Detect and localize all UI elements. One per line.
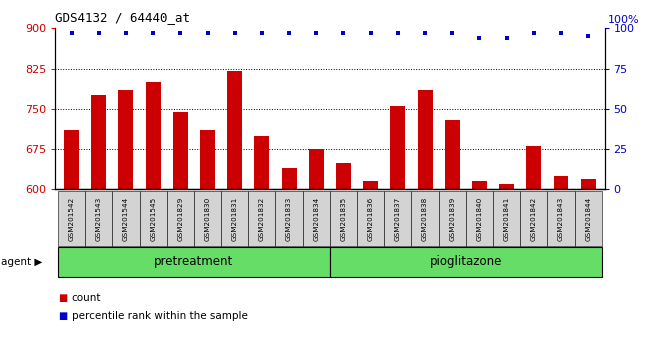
Text: ■: ■ [58,293,68,303]
Bar [118,90,133,189]
Text: GSM201834: GSM201834 [313,196,319,241]
Bar [58,247,330,277]
Bar [309,149,324,189]
Text: percentile rank within the sample: percentile rank within the sample [72,311,248,321]
Text: 100%: 100% [608,15,640,25]
Bar [58,191,85,246]
Text: GSM201838: GSM201838 [422,196,428,241]
Text: GSM201836: GSM201836 [368,196,374,241]
Bar [336,162,351,189]
Text: GSM201843: GSM201843 [558,196,564,241]
Bar [303,191,330,246]
Bar [363,181,378,189]
Bar [248,191,276,246]
Bar [554,176,569,189]
Text: GSM201833: GSM201833 [286,196,292,241]
Bar [330,191,357,246]
Text: pretreatment: pretreatment [154,255,233,268]
Text: GSM201545: GSM201545 [150,196,156,241]
Text: agent ▶: agent ▶ [1,257,43,267]
Text: GSM201832: GSM201832 [259,196,265,241]
Bar [173,112,188,189]
Text: GSM201842: GSM201842 [531,196,537,241]
Bar [391,106,406,189]
Bar [200,130,215,189]
Bar [276,191,303,246]
Bar [146,82,161,189]
Bar [85,191,112,246]
Bar [411,191,439,246]
Text: count: count [72,293,101,303]
Bar [575,191,602,246]
Text: ■: ■ [58,311,68,321]
Text: GSM201543: GSM201543 [96,196,102,241]
Bar [91,96,106,189]
Bar [384,191,411,246]
Bar [499,184,514,189]
Bar [520,191,547,246]
Bar [167,191,194,246]
Bar [466,191,493,246]
Text: GSM201835: GSM201835 [341,196,346,241]
Text: GSM201829: GSM201829 [177,196,183,241]
Text: GSM201831: GSM201831 [231,196,238,241]
Bar [140,191,167,246]
Bar [112,191,140,246]
Bar [357,191,384,246]
Text: GSM201544: GSM201544 [123,196,129,241]
Bar [281,168,296,189]
Bar [526,147,541,189]
Text: GSM201542: GSM201542 [68,196,75,241]
Bar [194,191,221,246]
Text: GSM201830: GSM201830 [205,196,211,241]
Text: GDS4132 / 64440_at: GDS4132 / 64440_at [55,11,190,24]
Bar [227,71,242,189]
Bar [580,179,595,189]
Bar [221,191,248,246]
Bar [439,191,466,246]
Bar [330,247,602,277]
Text: GSM201844: GSM201844 [585,196,592,241]
Bar [64,130,79,189]
Bar [417,90,432,189]
Text: GSM201837: GSM201837 [395,196,401,241]
Text: GSM201839: GSM201839 [449,196,455,241]
Bar [472,181,487,189]
Text: pioglitazone: pioglitazone [430,255,502,268]
Text: GSM201841: GSM201841 [504,196,510,241]
Bar [493,191,520,246]
Bar [547,191,575,246]
Bar [445,120,460,189]
Text: GSM201840: GSM201840 [476,196,482,241]
Bar [254,136,269,189]
